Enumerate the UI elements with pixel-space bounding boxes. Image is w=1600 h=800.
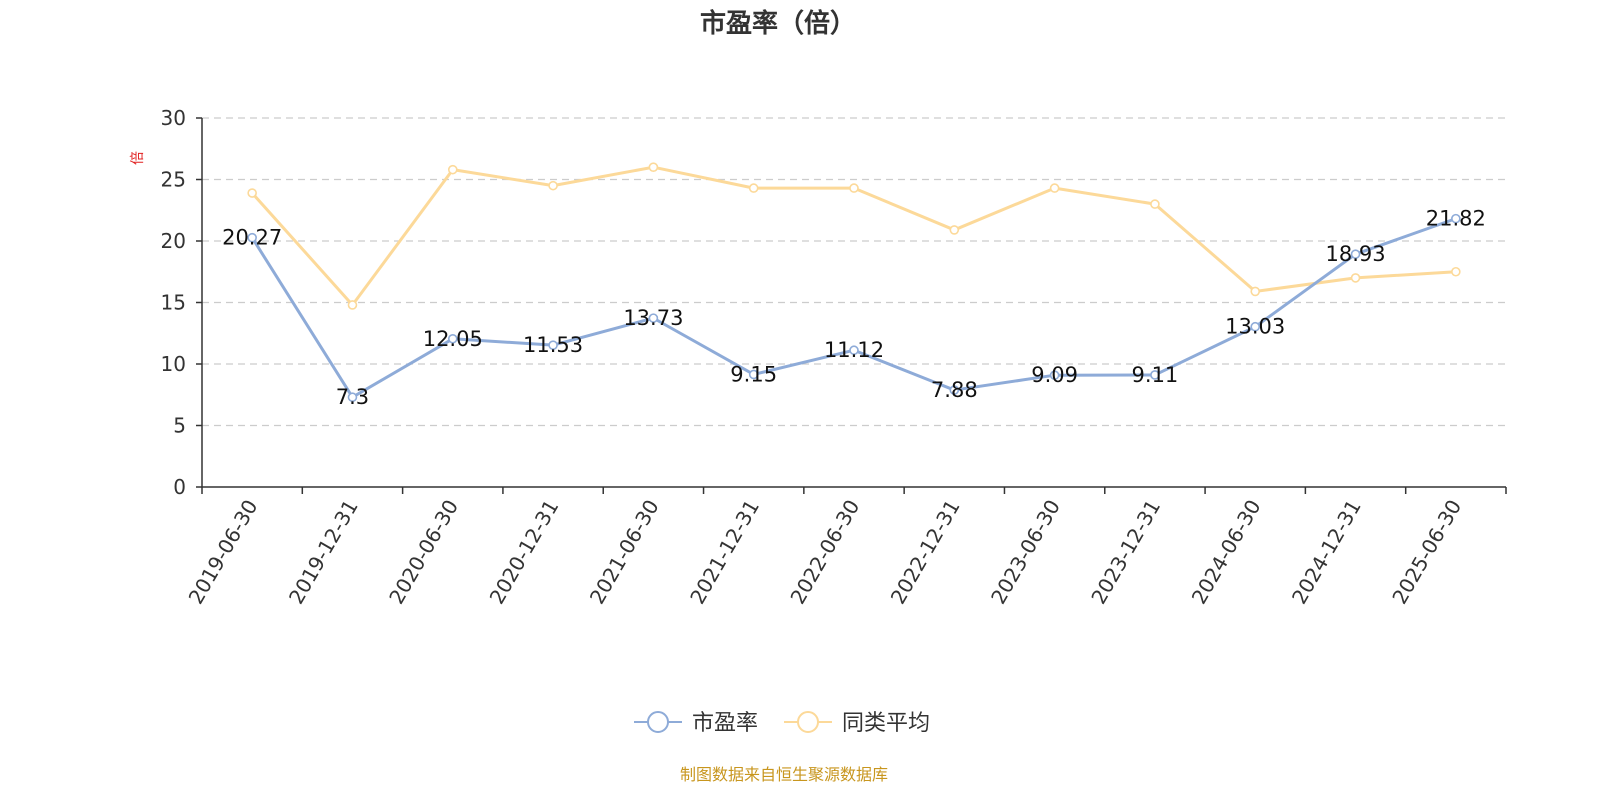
- legend-item-average[interactable]: 同类平均: [784, 711, 930, 736]
- y-tick-label: 20: [161, 229, 186, 253]
- pe-ratio-point: [247, 232, 257, 243]
- series-industry-average: [247, 162, 1461, 310]
- pe-ratio-point: [1150, 370, 1160, 380]
- legend-average-marker: [797, 711, 819, 733]
- average-point: [1250, 286, 1261, 297]
- y-tick-label: 5: [173, 414, 186, 438]
- series-pe-ratio: [247, 213, 1461, 403]
- y-axis-unit-label: 倍: [130, 151, 146, 165]
- legend-average-label: 同类平均: [842, 711, 930, 736]
- source-note: 制图数据来自恒生聚源数据库: [680, 765, 888, 784]
- data-label: 11.53: [523, 333, 583, 357]
- data-label: 20.27: [222, 226, 282, 250]
- pe-ratio-point: [748, 369, 759, 380]
- pe-ratio-point: [1250, 321, 1261, 332]
- legend-pe-label: 市盈率: [692, 711, 758, 736]
- average-point: [1150, 199, 1160, 209]
- chart-title: 市盈率（倍）: [700, 8, 856, 39]
- data-label: 9.15: [730, 362, 777, 386]
- x-tick-label: 2025-06-30: [1387, 496, 1466, 609]
- pe-ratio-point: [648, 313, 659, 323]
- x-tick-label: 2023-12-31: [1086, 496, 1165, 609]
- average-point: [247, 188, 257, 198]
- x-tick-label: 2024-06-30: [1187, 496, 1266, 609]
- x-tick-label: 2024-12-31: [1287, 496, 1366, 609]
- average-point: [849, 183, 859, 193]
- data-label: 13.03: [1225, 315, 1285, 339]
- pe-ratio-point: [548, 340, 558, 350]
- data-label: 9.11: [1132, 363, 1179, 387]
- data-label: 11.12: [824, 338, 884, 362]
- pe-ratio-point: [849, 345, 859, 356]
- x-tick-label: 2019-12-31: [284, 496, 363, 609]
- data-label: 21.82: [1426, 207, 1486, 231]
- y-tick-label: 15: [161, 291, 186, 315]
- x-tick-label: 2021-06-30: [585, 496, 664, 609]
- average-point: [1350, 273, 1361, 283]
- x-tick-label: 2020-12-31: [485, 496, 564, 609]
- pe-ratio-point: [1049, 370, 1060, 380]
- x-tick-label: 2023-06-30: [986, 496, 1065, 609]
- y-tick-label: 0: [173, 475, 186, 499]
- legend: 市盈率 同类平均: [634, 711, 930, 736]
- y-tick-label: 25: [161, 168, 186, 192]
- data-label: 13.73: [623, 306, 683, 330]
- pe-ratio-line: [250, 217, 1457, 399]
- data-label: 7.3: [336, 385, 369, 409]
- average-point: [648, 162, 659, 172]
- pe-ratio-point: [1451, 213, 1461, 224]
- legend-item-pe[interactable]: 市盈率: [634, 711, 758, 736]
- data-label: 9.09: [1031, 363, 1078, 387]
- average-point: [548, 180, 558, 191]
- y-tick-label: 10: [161, 352, 186, 376]
- pe-ratio-point: [347, 392, 358, 403]
- x-tick-label: 2021-12-31: [685, 496, 764, 609]
- legend-pe-marker: [647, 711, 669, 733]
- average-point: [949, 225, 960, 235]
- pe-ratio-point: [447, 333, 458, 344]
- average-point: [748, 183, 759, 193]
- data-label: 7.88: [931, 378, 978, 402]
- data-label: 12.05: [423, 327, 483, 351]
- grid-lines: [202, 117, 1506, 427]
- average-point: [447, 164, 458, 175]
- average-point: [1451, 266, 1461, 277]
- data-label: 18.93: [1325, 242, 1385, 266]
- average-point: [1049, 183, 1060, 193]
- pe-ratio-point: [1350, 249, 1361, 259]
- y-tick-label: 30: [161, 106, 186, 130]
- x-tick-label: 2022-12-31: [886, 495, 965, 608]
- average-point: [347, 300, 358, 310]
- x-tick-label: 2019-06-30: [184, 496, 263, 609]
- x-tick-label: 2020-06-30: [384, 496, 463, 609]
- data-labels: 20.27 7.3 12.05 11.53 13.73 9.15 11.12 7.88 9.09…: [222, 207, 1486, 410]
- pe-ratio-point: [949, 385, 960, 395]
- x-tick-label: 2022-06-30: [785, 496, 864, 609]
